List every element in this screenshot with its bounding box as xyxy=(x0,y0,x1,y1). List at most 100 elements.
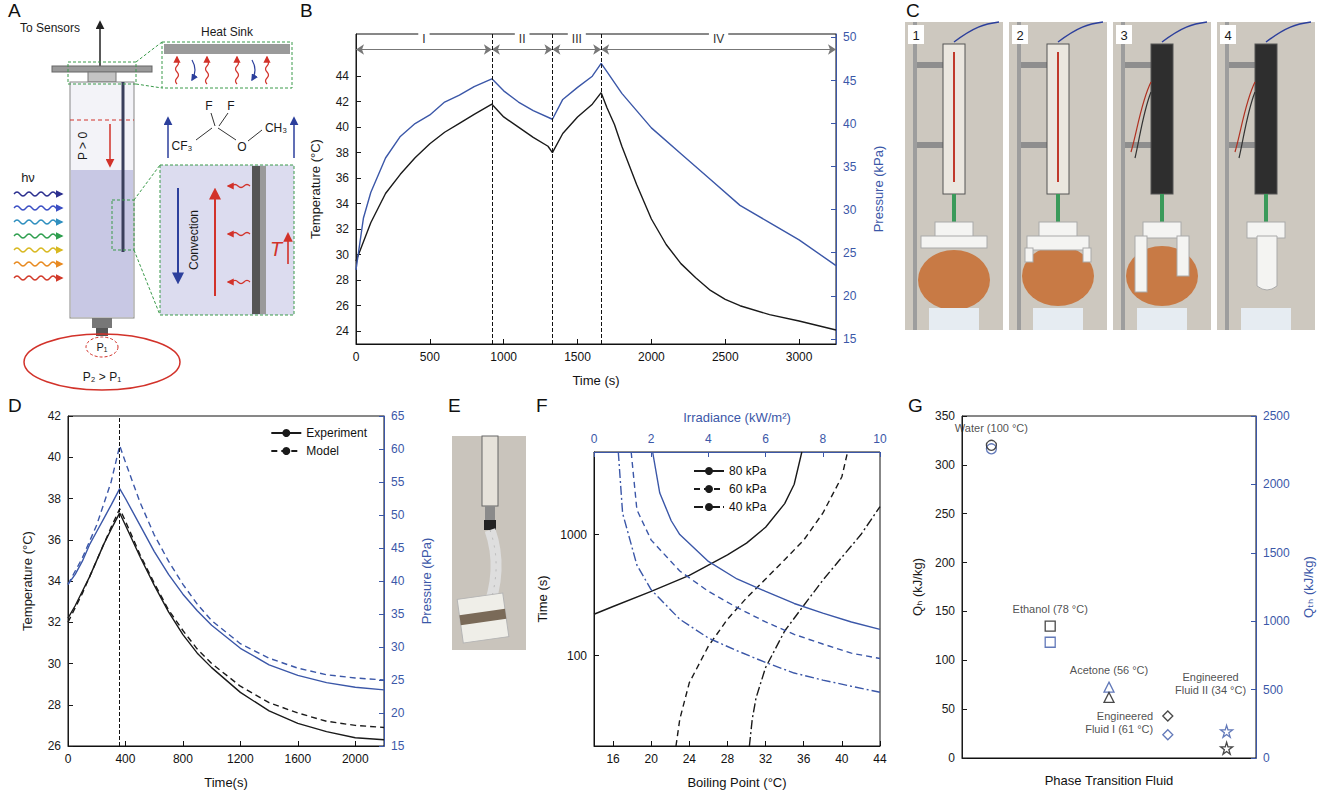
svg-text:60: 60 xyxy=(391,442,405,456)
svg-text:40: 40 xyxy=(843,117,857,131)
svg-text:Fluid II (34 °C): Fluid II (34 °C) xyxy=(1175,684,1246,696)
svg-text:CH₃: CH₃ xyxy=(265,121,287,135)
svg-text:40: 40 xyxy=(336,120,350,134)
svg-text:20: 20 xyxy=(843,289,857,303)
svg-text:34: 34 xyxy=(48,574,62,588)
svg-text:36: 36 xyxy=(336,171,350,185)
svg-text:1000: 1000 xyxy=(1263,614,1290,628)
svg-text:50: 50 xyxy=(843,30,857,44)
svg-text:40: 40 xyxy=(391,574,405,588)
svg-text:4: 4 xyxy=(1224,28,1231,43)
svg-text:200: 200 xyxy=(935,556,955,570)
svg-text:3: 3 xyxy=(1120,28,1127,43)
svg-text:15: 15 xyxy=(391,739,405,753)
svg-text:Engineered: Engineered xyxy=(1182,671,1238,683)
svg-text:50: 50 xyxy=(942,702,956,716)
svg-text:25: 25 xyxy=(391,673,405,687)
svg-text:Heat Sink: Heat Sink xyxy=(201,25,254,39)
svg-text:0: 0 xyxy=(948,751,955,765)
svg-text:Temperature (°C): Temperature (°C) xyxy=(20,531,35,631)
svg-text:24: 24 xyxy=(683,752,697,766)
svg-text:1000: 1000 xyxy=(490,350,517,364)
svg-text:100: 100 xyxy=(567,649,587,663)
svg-text:Fluid I (61 °C): Fluid I (61 °C) xyxy=(1085,723,1153,735)
svg-text:Engineered: Engineered xyxy=(1097,710,1153,722)
svg-text:Temperature (°C): Temperature (°C) xyxy=(308,139,323,239)
svg-text:Irradiance (kW/m²): Irradiance (kW/m²) xyxy=(683,410,791,425)
svg-text:Model: Model xyxy=(306,444,339,458)
svg-text:T: T xyxy=(270,238,284,260)
svg-text:300: 300 xyxy=(935,458,955,472)
svg-text:0: 0 xyxy=(591,432,598,446)
svg-text:400: 400 xyxy=(115,752,135,766)
svg-text:2: 2 xyxy=(648,432,655,446)
svg-text:24: 24 xyxy=(336,324,350,338)
svg-text:0: 0 xyxy=(353,350,360,364)
svg-text:Water (100 °C): Water (100 °C) xyxy=(955,422,1028,434)
svg-text:CF₃: CF₃ xyxy=(172,139,193,153)
svg-text:Pressure (kPa): Pressure (kPa) xyxy=(419,538,434,625)
svg-text:45: 45 xyxy=(391,541,405,555)
svg-text:20: 20 xyxy=(645,752,659,766)
svg-text:50: 50 xyxy=(391,508,405,522)
svg-text:65: 65 xyxy=(391,409,405,423)
svg-text:100: 100 xyxy=(935,653,955,667)
svg-text:F: F xyxy=(227,99,234,113)
svg-text:6: 6 xyxy=(762,432,769,446)
svg-text:30: 30 xyxy=(48,657,62,671)
svg-text:Time(s): Time(s) xyxy=(204,775,248,790)
svg-text:O: O xyxy=(237,140,246,154)
svg-text:Boiling Point (°C): Boiling Point (°C) xyxy=(687,775,786,790)
svg-text:1600: 1600 xyxy=(284,752,311,766)
svg-text:40: 40 xyxy=(835,752,849,766)
svg-text:1000: 1000 xyxy=(560,528,587,542)
svg-text:Acetone (56 °C): Acetone (56 °C) xyxy=(1070,664,1148,676)
svg-text:42: 42 xyxy=(336,95,350,109)
svg-text:Pressure (kPa): Pressure (kPa) xyxy=(871,146,886,233)
svg-text:30: 30 xyxy=(391,640,405,654)
svg-text:34: 34 xyxy=(336,197,350,211)
svg-text:2500: 2500 xyxy=(1263,409,1290,423)
svg-text:P₂ > P₁: P₂ > P₁ xyxy=(83,370,121,384)
svg-text:80 kPa: 80 kPa xyxy=(729,464,767,478)
svg-text:35: 35 xyxy=(391,607,405,621)
svg-text:8: 8 xyxy=(819,432,826,446)
svg-text:35: 35 xyxy=(843,160,857,174)
svg-text:16: 16 xyxy=(606,752,620,766)
svg-text:40 kPa: 40 kPa xyxy=(729,500,767,514)
svg-text:hν: hν xyxy=(21,170,35,185)
svg-text:500: 500 xyxy=(1263,683,1283,697)
svg-text:40: 40 xyxy=(48,450,62,464)
svg-text:10: 10 xyxy=(873,432,887,446)
svg-text:150: 150 xyxy=(935,604,955,618)
svg-text:0: 0 xyxy=(65,752,72,766)
svg-text:IV: IV xyxy=(713,32,724,46)
svg-text:0: 0 xyxy=(1263,751,1270,765)
svg-text:P₁: P₁ xyxy=(96,341,107,353)
svg-text:500: 500 xyxy=(420,350,440,364)
svg-text:II: II xyxy=(519,32,526,46)
svg-text:60 kPa: 60 kPa xyxy=(729,482,767,496)
svg-text:Time (s): Time (s) xyxy=(535,575,550,622)
svg-text:800: 800 xyxy=(173,752,193,766)
svg-text:15: 15 xyxy=(843,332,857,346)
svg-text:38: 38 xyxy=(336,146,350,160)
svg-text:1: 1 xyxy=(912,28,919,43)
svg-text:20: 20 xyxy=(391,706,405,720)
svg-text:25: 25 xyxy=(843,246,857,260)
svg-text:Ethanol (78 °C): Ethanol (78 °C) xyxy=(1013,603,1088,615)
svg-text:Experiment: Experiment xyxy=(306,426,367,440)
svg-text:32: 32 xyxy=(336,222,350,236)
svg-text:I: I xyxy=(422,32,425,46)
svg-text:44: 44 xyxy=(336,69,350,83)
svg-text:30: 30 xyxy=(843,203,857,217)
svg-text:44: 44 xyxy=(873,752,887,766)
svg-text:Convection: Convection xyxy=(187,210,201,270)
svg-text:28: 28 xyxy=(48,698,62,712)
svg-text:4: 4 xyxy=(705,432,712,446)
svg-text:26: 26 xyxy=(336,299,350,313)
svg-text:1200: 1200 xyxy=(227,752,254,766)
svg-text:250: 250 xyxy=(935,507,955,521)
svg-text:3000: 3000 xyxy=(786,350,813,364)
svg-text:42: 42 xyxy=(48,409,62,423)
